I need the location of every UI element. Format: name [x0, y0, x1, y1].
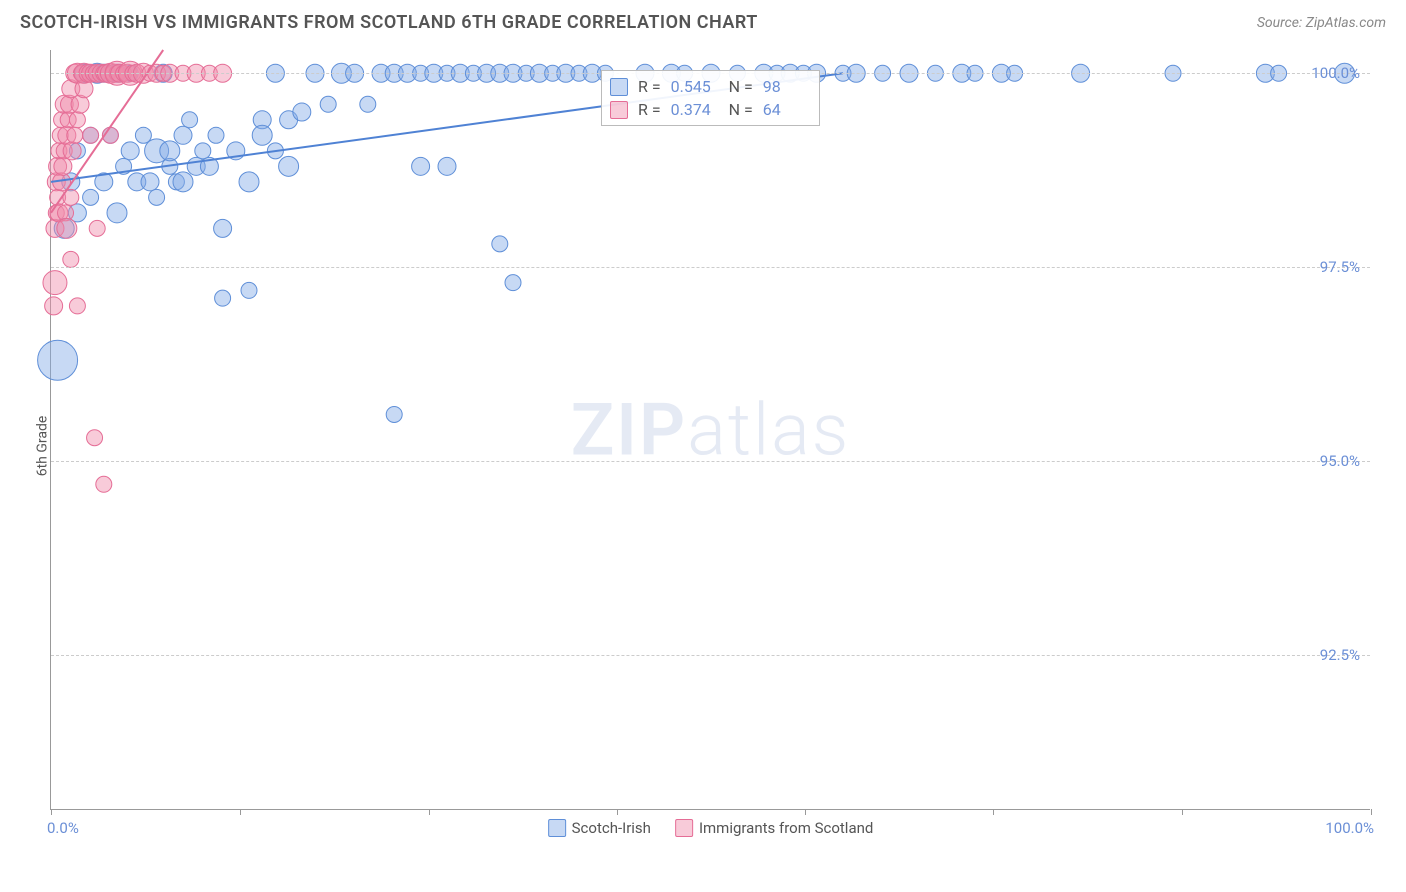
- scatter-point: [69, 112, 85, 128]
- legend-item: Immigrants from Scotland: [675, 819, 873, 837]
- stats-n-value: 98: [763, 77, 811, 96]
- y-tick-label: 92.5%: [1320, 646, 1360, 664]
- chart-header: SCOTCH-IRISH VS IMMIGRANTS FROM SCOTLAND…: [0, 0, 1406, 41]
- scatter-point: [63, 251, 79, 267]
- x-tick: [805, 809, 806, 815]
- scatter-svg: [51, 50, 1370, 809]
- scatter-point: [241, 282, 257, 298]
- stats-row: R = 0.374 N = 64: [610, 98, 811, 121]
- scatter-point: [438, 157, 456, 175]
- y-tick-label: 97.5%: [1320, 258, 1360, 276]
- scatter-point: [89, 220, 105, 236]
- stats-r-label: R =: [638, 77, 661, 96]
- scatter-point: [239, 172, 259, 192]
- scatter-point: [195, 143, 211, 159]
- scatter-point: [96, 476, 112, 492]
- stats-box: R = 0.545 N = 98 R = 0.374 N = 64: [601, 70, 820, 126]
- scatter-point: [43, 271, 67, 295]
- stats-row: R = 0.545 N = 98: [610, 75, 811, 98]
- x-tick: [1371, 809, 1372, 815]
- gridline: [51, 461, 1370, 462]
- scatter-point: [492, 236, 508, 252]
- stats-r-value: 0.545: [671, 77, 719, 96]
- stats-swatch: [610, 78, 628, 96]
- chart-plot-area: ZIPatlas 0.0% 100.0% Scotch-IrishImmigra…: [50, 50, 1370, 810]
- scatter-point: [505, 275, 521, 291]
- stats-n-label: N =: [729, 77, 753, 96]
- stats-swatch: [610, 101, 628, 119]
- x-tick: [240, 809, 241, 815]
- y-tick-label: 95.0%: [1320, 452, 1360, 470]
- legend-swatch: [675, 819, 693, 837]
- scatter-point: [386, 406, 402, 422]
- x-tick: [617, 809, 618, 815]
- x-axis-max: 100.0%: [1325, 819, 1374, 837]
- scatter-point: [279, 156, 299, 176]
- legend-item: Scotch-Irish: [548, 819, 651, 837]
- scatter-point: [208, 127, 224, 143]
- scatter-point: [149, 189, 165, 205]
- legend-label: Scotch-Irish: [572, 819, 651, 837]
- scatter-point: [214, 219, 232, 237]
- scatter-point: [252, 125, 272, 145]
- scatter-point: [54, 157, 72, 175]
- x-tick: [429, 809, 430, 815]
- scatter-point: [141, 173, 159, 191]
- scatter-point: [320, 96, 336, 112]
- scatter-point: [69, 298, 85, 314]
- scatter-point: [293, 103, 311, 121]
- scatter-point: [87, 430, 103, 446]
- x-tick: [51, 809, 52, 815]
- gridline: [51, 655, 1370, 656]
- scatter-point: [412, 157, 430, 175]
- scatter-point: [107, 203, 127, 223]
- scatter-point: [71, 95, 89, 113]
- scatter-point: [63, 142, 81, 160]
- chart-title: SCOTCH-IRISH VS IMMIGRANTS FROM SCOTLAND…: [20, 12, 758, 33]
- stats-r-label: R =: [638, 100, 661, 119]
- scatter-point: [182, 112, 198, 128]
- stats-n-value: 64: [763, 100, 811, 119]
- scatter-point: [174, 126, 192, 144]
- scatter-point: [67, 127, 83, 143]
- scatter-point: [215, 290, 231, 306]
- gridline: [51, 267, 1370, 268]
- y-tick-label: 100.0%: [1311, 64, 1360, 82]
- scatter-point: [45, 297, 63, 315]
- scatter-point: [83, 189, 99, 205]
- scatter-point: [121, 142, 139, 160]
- x-axis-min: 0.0%: [47, 819, 79, 837]
- legend-swatch: [548, 819, 566, 837]
- scatter-point: [83, 127, 99, 143]
- x-tick: [993, 809, 994, 815]
- scatter-point: [360, 96, 376, 112]
- scatter-point: [160, 141, 180, 161]
- chart-source: Source: ZipAtlas.com: [1257, 15, 1386, 31]
- scatter-point: [57, 218, 77, 238]
- scatter-point: [38, 340, 78, 380]
- stats-r-value: 0.374: [671, 100, 719, 119]
- stats-n-label: N =: [729, 100, 753, 119]
- legend-bottom: Scotch-Irish Immigrants from Scotland: [548, 819, 874, 837]
- y-axis-label: 6th Grade: [34, 416, 50, 477]
- x-tick: [1182, 809, 1183, 815]
- scatter-point: [173, 172, 193, 192]
- legend-label: Immigrants from Scotland: [699, 819, 873, 837]
